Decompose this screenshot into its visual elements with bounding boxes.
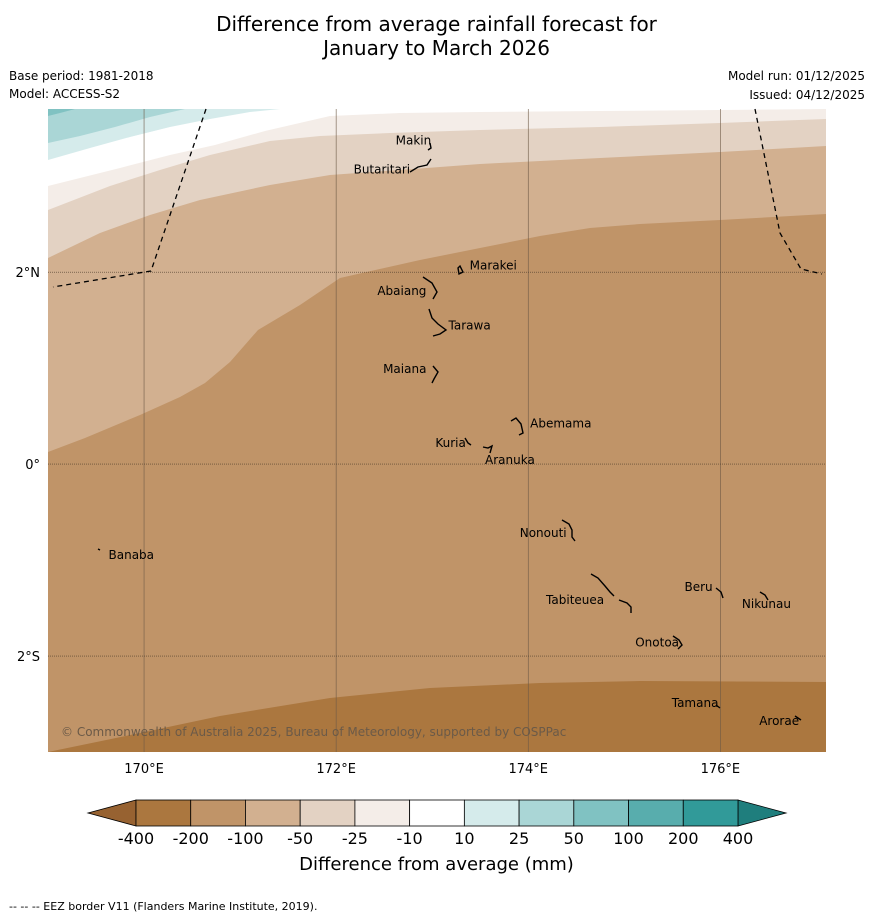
place-label-beru: Beru [685,580,713,594]
island-aranuka [482,444,494,454]
place-label-maiana: Maiana [383,362,426,376]
title-line-1: Difference from average rainfall forecas… [216,12,657,36]
colorbar-under-arrow [86,799,137,827]
place-label-abemama: Abemama [530,417,591,431]
island-tamana [715,704,721,709]
place-label-marakei: Marakei [470,258,517,272]
island-abemama [510,417,524,436]
colorbar-swatch [409,799,465,827]
island-tarawa [428,308,448,337]
issued-date: Issued: 04/12/2025 [749,88,865,102]
colorbar-over-arrow [737,799,788,827]
colorbar-tick-label: 10 [454,829,475,848]
place-label-tarawa: Tarawa [448,319,491,333]
island-banaba [97,548,101,551]
place-label-nikunau: Nikunau [742,597,791,611]
axis-labels: 170°E 172°E 174°E 176°E 2°N 0° 2°S [16,266,741,777]
colorbar-tick-label: -400 [117,829,155,848]
colorbar-tick-label: 50 [563,829,584,848]
colorbar-tick-label: -100 [227,829,264,848]
place-label-banaba: Banaba [109,548,155,562]
place-label-nonouti: Nonouti [520,526,567,540]
place-label-abaiang: Abaiang [377,284,426,298]
island-maiana [431,365,439,384]
lon-tick-label: 170°E [124,762,164,777]
contour-band-10 [48,109,826,186]
title-line-2: January to March 2026 [323,36,550,60]
island-tabiteuea-north [590,573,615,597]
colorbar-swatch [245,799,301,827]
island-makin [427,142,432,151]
lat-tick-label: 2°S [17,650,40,665]
colorbar-swatch [354,799,411,827]
colorbar-title: Difference from average (mm) [299,854,574,875]
map-title: Difference from average rainfall forecas… [0,12,873,60]
island-kuria [464,437,472,446]
island-arorae [794,715,802,721]
colorbar-swatch [682,799,739,827]
lat-tick-label: 2°N [16,266,41,281]
contour-band-400 [48,681,826,752]
colorbar-swatch [135,799,192,827]
place-label-tamana: Tamana [671,696,719,710]
model-run-date: Model run: 01/12/2025 [727,69,865,83]
eez-borders [52,108,823,288]
colorbar-tick-label: 100 [613,829,644,848]
place-label-makin: Makin [396,134,432,148]
colorbar-tick-label: -50 [287,829,314,848]
island-butaritari [409,158,432,173]
base-period: Base period: 1981-2018 [9,69,154,83]
colorbar-swatch [299,799,356,827]
lon-tick-label: 176°E [701,762,741,777]
colorbar-tick-label: 400 [722,829,754,848]
island-onotoa [672,635,683,650]
colorbar-swatch [190,799,246,827]
colorbar-tick-label: -200 [172,829,209,848]
lon-tick-label: 174°E [508,762,548,777]
island-nonouti [561,519,576,542]
contour-band-wet-50 [48,109,75,116]
eez-border-nauru-kiribati [52,108,207,288]
colorbar-swatch [573,799,629,827]
place-label-kuria: Kuria [435,436,466,450]
colorbar-tick-label: 200 [667,829,699,848]
place-label-onotoa: Onotoa [635,635,679,649]
eez-legend-note: -- -- -- EEZ border V11 (Flanders Marine… [9,900,318,913]
colorbar-tick-label: 25 [508,829,530,848]
colorbar-swatch [463,799,520,827]
island-beru [715,587,724,599]
place-label-aranuka: Aranuka [485,453,535,467]
island-tabiteuea-south [618,599,632,613]
island-abaiang [422,276,438,300]
graticule [48,109,826,752]
place-label-arorae: Arorae [759,714,799,728]
colorbar-tick-label: -25 [341,829,368,848]
contour-band-wet-25 [48,109,185,143]
model-name: Model: ACCESS-S2 [9,87,121,101]
island-marakei [457,264,464,276]
island-outlines [97,142,802,721]
colorbar-tick-label: -10 [396,829,423,848]
rainfall-contours [48,109,826,752]
eez-border-kiribati-tuvalu [754,108,823,275]
colorbar [86,799,788,827]
lat-tick-label: 0° [25,458,40,473]
copyright-notice: © Commonwealth of Australia 2025, Bureau… [61,725,566,739]
lon-tick-label: 172°E [316,762,356,777]
place-label-tabiteuea: Tabiteuea [545,593,604,607]
place-label-butaritari: Butaritari [354,162,411,176]
contour-band-100 [48,109,826,452]
colorbar-swatch [628,799,684,827]
colorbar-swatch [518,799,575,827]
place-labels: Makin Butaritari Marakei Abaiang Tarawa Maian… [109,134,800,729]
island-nikunau [759,591,769,601]
